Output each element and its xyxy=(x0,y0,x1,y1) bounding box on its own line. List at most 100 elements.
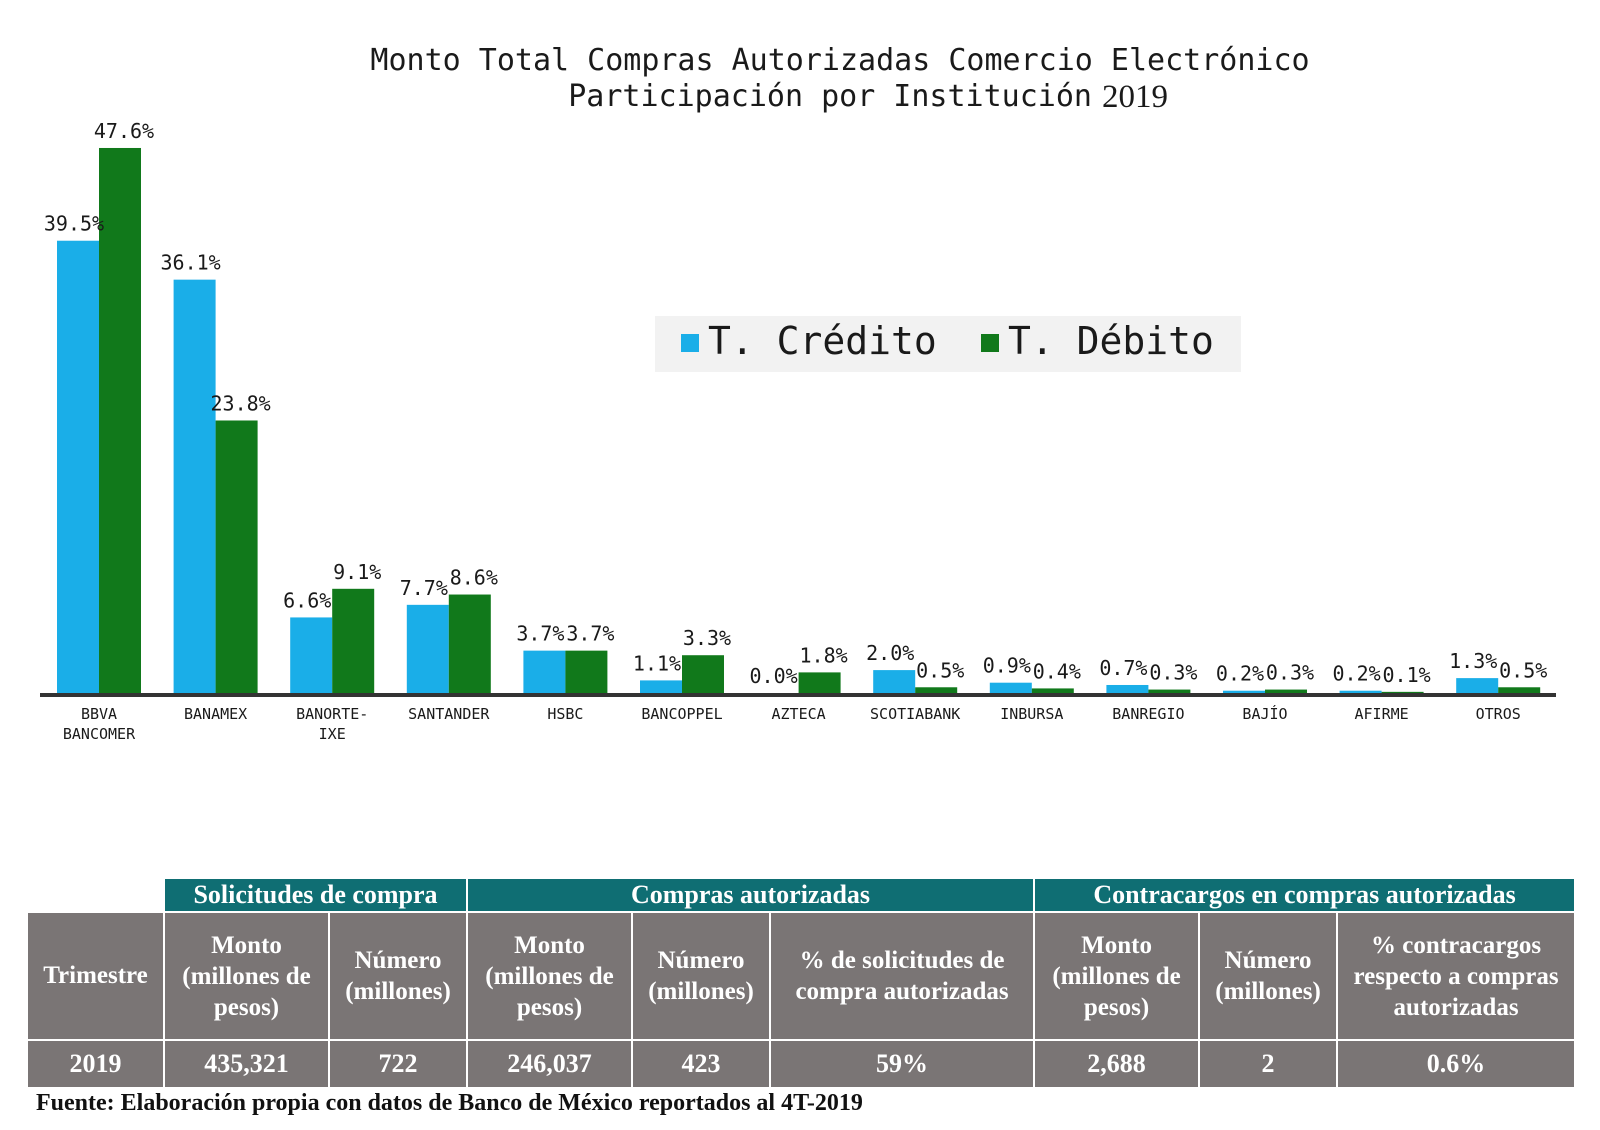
cell-con-pct: 0.6% xyxy=(1336,1039,1577,1089)
data-label-azteca-t-credito: 0.0% xyxy=(750,664,798,688)
bar-azteca-t-debito xyxy=(798,672,841,693)
bar-bancoppel-t-credito xyxy=(640,680,682,693)
category-label-banorte-ixe: BANORTE-IXE xyxy=(296,705,368,743)
chart-title-line1: Monto Total Compras Autorizadas Comercio… xyxy=(370,43,1309,78)
data-label-scotiabank-t-credito: 2.0% xyxy=(866,641,914,665)
data-label-bbva-bancomer-t-debito: 47.6% xyxy=(94,119,154,143)
bar-bajio-t-debito xyxy=(1265,689,1307,693)
header-con-monto: Monto (millones de pesos) xyxy=(1033,911,1201,1041)
data-label-hsbc-t-credito: 3.7% xyxy=(516,622,564,646)
category-label-hsbc: HSBC xyxy=(547,705,583,723)
chart-title: Monto Total Compras Autorizadas Comercio… xyxy=(370,43,1309,115)
data-label-banregio-t-credito: 0.7% xyxy=(1099,656,1147,680)
legend-swatch-credito xyxy=(681,334,699,352)
source-note: Fuente: Elaboración propia con datos de … xyxy=(36,1090,863,1116)
data-label-afirme-t-debito: 0.1% xyxy=(1383,663,1431,687)
bar-santander-t-debito xyxy=(448,594,491,693)
bar-banregio-t-debito xyxy=(1148,689,1191,693)
data-label-bajio-t-credito: 0.2% xyxy=(1216,662,1264,686)
data-label-inbursa-t-credito: 0.9% xyxy=(983,654,1031,678)
category-label-bajio: BAJÍO xyxy=(1242,704,1287,723)
data-label-bbva-bancomer-t-credito: 39.5% xyxy=(44,212,104,236)
bar-banamex-t-debito xyxy=(215,420,258,693)
bar-afirme-t-debito xyxy=(1381,691,1424,693)
bar-banregio-t-credito xyxy=(1106,684,1149,693)
header-sol-monto: Monto (millones de pesos) xyxy=(163,911,330,1041)
data-label-santander-t-credito: 7.7% xyxy=(400,576,448,600)
cell-sol-numero: 722 xyxy=(327,1039,469,1089)
category-label-banamex: BANAMEX xyxy=(184,705,247,723)
bar-hsbc-t-debito xyxy=(565,650,608,693)
bar-banorte-ixe-t-credito xyxy=(290,617,333,693)
table-header-blank xyxy=(26,877,165,913)
bar-scotiabank-t-credito xyxy=(873,670,916,693)
bar-chart: Monto Total Compras Autorizadas Comercio… xyxy=(40,43,1556,743)
legend-label-debito: T. Débito xyxy=(1008,319,1214,363)
data-label-bajio-t-debito: 0.3% xyxy=(1266,661,1314,685)
bar-inbursa-t-credito xyxy=(989,682,1032,693)
bar-inbursa-t-debito xyxy=(1031,688,1074,693)
cell-comp-numero: 423 xyxy=(631,1039,772,1089)
category-label-bbva-bancomer: BBVA BANCOMER xyxy=(63,705,136,743)
table-row: 2019 435,321 722 246,037 423 59% 2,688 2… xyxy=(26,1039,1577,1089)
category-label-bancoppel: BANCOPPEL xyxy=(641,705,722,723)
cell-sol-monto: 435,321 xyxy=(163,1039,330,1089)
category-label-azteca: AZTECA xyxy=(772,705,826,723)
bar-otros-t-credito xyxy=(1456,678,1499,693)
bar-banorte-ixe-t-debito xyxy=(332,588,375,693)
category-label-inbursa: INBURSA xyxy=(1000,705,1063,723)
data-label-santander-t-debito: 8.6% xyxy=(450,566,498,590)
bar-scotiabank-t-debito xyxy=(915,687,958,693)
data-label-hsbc-t-debito: 3.7% xyxy=(566,622,614,646)
category-label-scotiabank: SCOTIABANK xyxy=(870,705,960,723)
data-label-scotiabank-t-debito: 0.5% xyxy=(916,658,964,682)
bar-bajio-t-credito xyxy=(1223,690,1265,693)
data-label-afirme-t-credito: 0.2% xyxy=(1333,662,1381,686)
header-comp-numero: Número (millones) xyxy=(631,911,772,1041)
data-label-inbursa-t-debito: 0.4% xyxy=(1033,659,1081,683)
data-label-banorte-ixe-t-debito: 9.1% xyxy=(333,560,381,584)
bar-afirme-t-credito xyxy=(1339,690,1382,693)
category-label-afirme: AFIRME xyxy=(1355,705,1409,723)
cell-trimestre: 2019 xyxy=(26,1039,165,1089)
data-label-bancoppel-t-debito: 3.3% xyxy=(683,626,731,650)
header-comp-monto: Monto (millones de pesos) xyxy=(466,911,634,1041)
cell-con-numero: 2 xyxy=(1198,1039,1339,1089)
category-label-otros: OTROS xyxy=(1476,705,1521,723)
data-label-banregio-t-debito: 0.3% xyxy=(1149,661,1197,685)
bar-hsbc-t-credito xyxy=(523,650,566,693)
data-label-banamex-t-credito: 36.1% xyxy=(160,251,220,275)
data-label-banamex-t-debito: 23.8% xyxy=(210,391,270,415)
category-label-santander: SANTANDER xyxy=(408,705,490,723)
header-contracargos: Contracargos en compras autorizadas xyxy=(1033,877,1577,913)
chart-title-line2: Participación por Institución xyxy=(568,79,1092,114)
header-con-numero: Número (millones) xyxy=(1198,911,1339,1041)
data-label-azteca-t-debito: 1.8% xyxy=(800,643,848,667)
bar-banamex-t-credito xyxy=(173,279,216,693)
bar-otros-t-debito xyxy=(1498,687,1541,693)
cell-comp-pct: 59% xyxy=(769,1039,1036,1089)
cell-comp-monto: 246,037 xyxy=(466,1039,634,1089)
legend-background xyxy=(655,316,1241,372)
data-label-bancoppel-t-credito: 1.1% xyxy=(633,651,681,675)
header-comp-pct: % de solicitudes de compra autorizadas xyxy=(769,911,1036,1041)
bar-bbva-bancomer-t-debito xyxy=(99,147,141,694)
summary-table: Solicitudes de compra Compras autorizada… xyxy=(26,877,1577,1089)
cell-con-monto: 2,688 xyxy=(1033,1039,1201,1089)
header-trimestre: Trimestre xyxy=(26,911,165,1041)
header-compras: Compras autorizadas xyxy=(466,877,1036,913)
legend-label-credito: T. Crédito xyxy=(708,319,937,363)
legend-swatch-debito xyxy=(981,334,999,352)
header-con-pct: % contracargos respecto a compras autori… xyxy=(1336,911,1577,1041)
header-sol-numero: Número (millones) xyxy=(327,911,469,1041)
data-label-banorte-ixe-t-credito: 6.6% xyxy=(283,588,331,612)
bar-santander-t-credito xyxy=(406,604,449,693)
bar-bancoppel-t-debito xyxy=(682,655,724,693)
category-label-banregio: BANREGIO xyxy=(1112,705,1184,723)
bar-bbva-bancomer-t-credito xyxy=(57,240,99,693)
header-solicitudes: Solicitudes de compra xyxy=(162,877,469,913)
data-label-otros-t-credito: 1.3% xyxy=(1449,649,1497,673)
chart-title-year: 2019 xyxy=(1102,79,1168,115)
data-label-otros-t-debito: 0.5% xyxy=(1499,658,1547,682)
chart-legend: T. Crédito T. Débito xyxy=(655,316,1241,372)
